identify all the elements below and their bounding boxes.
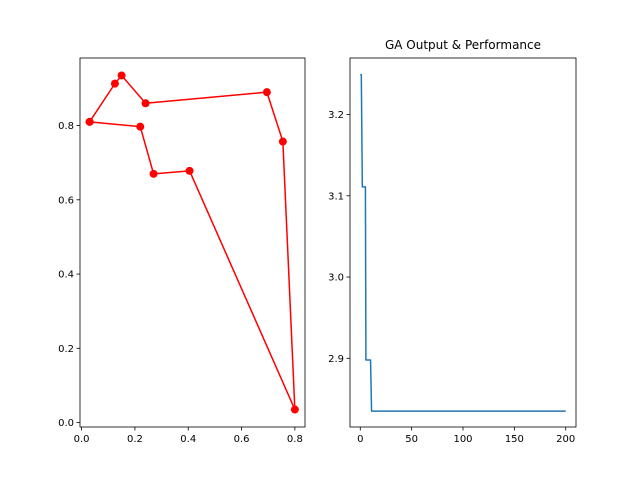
route-data-point: [110, 79, 119, 88]
route-x-tick-label: 0.4: [180, 434, 196, 445]
performance-series-line: [360, 73, 566, 412]
route-x-tick-label: 0.6: [234, 434, 250, 445]
performance-plot: 0 50 100 150 200 2.9 3.0 3.1 3.2 GA Output & Perf…: [328, 38, 577, 445]
route-data-point: [185, 166, 194, 175]
route-x-tick-label: 0.0: [74, 434, 90, 445]
performance-x-tick-label: 100: [453, 434, 472, 445]
performance-x-tick-label: 50: [405, 434, 418, 445]
performance-x-tick-label: 200: [556, 434, 575, 445]
route-data-point: [278, 137, 287, 146]
route-x-tick-label: 0.8: [287, 434, 303, 445]
route-plot: 0.0 0.2 0.4 0.6 0.8 0.0 0.2 0.4 0.6 0.8: [58, 57, 306, 445]
route-x-tick-label: 0.2: [127, 434, 143, 445]
route-data-point: [117, 71, 126, 80]
route-data-point: [85, 117, 94, 126]
route-y-tick-label: 0.6: [58, 195, 74, 206]
performance-title: GA Output & Performance: [385, 38, 541, 52]
route-data-point: [141, 99, 150, 108]
route-data-point: [262, 88, 271, 97]
route-y-tick-label: 0.4: [58, 270, 74, 281]
performance-x-tick-label: 150: [505, 434, 524, 445]
performance-y-tick-label: 2.9: [328, 354, 344, 365]
route-data-point: [290, 405, 299, 414]
route-y-tick-label: 0.0: [58, 418, 74, 429]
route-data-point: [149, 169, 158, 178]
performance-y-tick-label: 3.1: [328, 191, 344, 202]
route-axes-frame: [79, 57, 306, 428]
performance-y-tick-label: 3.2: [328, 110, 344, 121]
route-data-point: [136, 122, 145, 131]
performance-x-tick-label: 0: [357, 434, 363, 445]
route-y-tick-label: 0.2: [58, 344, 74, 355]
route-y-tick-label: 0.8: [58, 121, 74, 132]
performance-axes-frame: [349, 57, 577, 428]
performance-y-tick-label: 3.0: [328, 273, 344, 284]
